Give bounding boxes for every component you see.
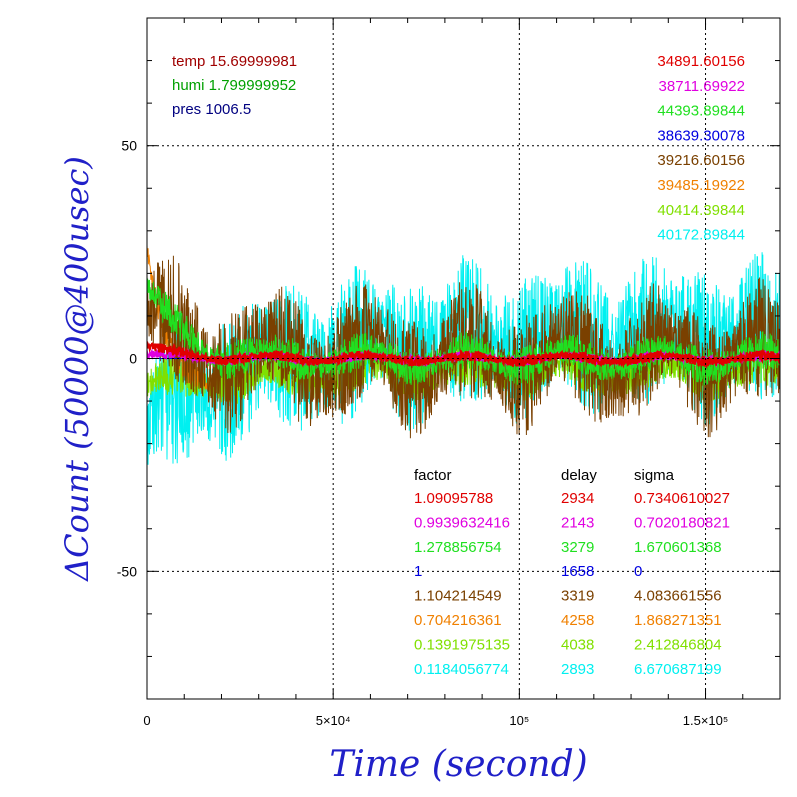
table-header-delay: delay — [561, 467, 597, 484]
series-count-label: 38639.30078 — [657, 127, 745, 144]
x-tick-label: 5×10⁴ — [316, 713, 351, 728]
series-sigma-label: 0 — [634, 563, 642, 580]
x-tick-label: 1.5×10⁵ — [683, 713, 729, 728]
series-count-label: 38711.69922 — [659, 78, 745, 95]
series-count-label: 40414.39844 — [657, 202, 745, 219]
x-tick-label: 10⁵ — [509, 713, 529, 728]
series-sigma-label: 1.868271351 — [634, 612, 722, 629]
series-sigma-label: 6.670687199 — [634, 661, 722, 678]
series-delay-label: 2143 — [561, 514, 594, 531]
x-tick-label: 0 — [143, 713, 150, 728]
series-delay-label: 1658 — [561, 563, 594, 580]
series-sigma-label: 1.670601368 — [634, 539, 722, 556]
series-factor-label: 0.1391975135 — [414, 636, 510, 653]
y-axis-title: ΔCount (50000@400usec) — [58, 156, 96, 583]
series-delay-label: 2893 — [561, 661, 594, 678]
plot-area — [147, 245, 780, 465]
series-sigma-label: 2.412846804 — [634, 636, 722, 653]
y-tick-label: 50 — [121, 138, 137, 154]
series-factor-label: 1.278856754 — [414, 539, 502, 556]
env-label: humi 1.799999952 — [172, 77, 296, 94]
series-delay-label: 4258 — [561, 612, 594, 629]
series-count-label: 34891.60156 — [657, 53, 745, 70]
series-count-label: 40172.89844 — [657, 227, 745, 244]
series-factor-label: 1.104214549 — [414, 588, 502, 605]
series-line — [147, 278, 780, 387]
series-factor-label: 0.9939632416 — [414, 514, 510, 531]
series-factor-label: 0.704216361 — [414, 612, 502, 629]
series-factor-label: 1.09095788 — [414, 490, 493, 507]
env-label: temp 15.69999981 — [172, 53, 297, 70]
y-tick-label: 0 — [129, 351, 137, 367]
y-tick-label: -50 — [117, 563, 137, 579]
series-sigma-label: 0.7340610027 — [634, 490, 730, 507]
series-sigma-label: 0.7020180821 — [634, 514, 730, 531]
series-sigma-label: 4.083661556 — [634, 588, 722, 605]
series-delay-label: 3319 — [561, 588, 594, 605]
series-count-label: 44393.89844 — [657, 103, 745, 120]
series-count-label: 39216.60156 — [657, 152, 745, 169]
series-factor-label: 1 — [414, 563, 422, 580]
series-line — [147, 255, 780, 439]
series-delay-label: 2934 — [561, 490, 594, 507]
env-label: pres 1006.5 — [172, 101, 251, 118]
series-delay-label: 4038 — [561, 636, 594, 653]
series-count-label: 39485.19922 — [657, 177, 745, 194]
table-header-sigma: sigma — [634, 467, 675, 484]
x-axis-title: Time (second) — [329, 744, 587, 785]
series-delay-label: 3279 — [561, 539, 594, 556]
series-factor-label: 0.1184056774 — [414, 661, 509, 678]
table-header-factor: factor — [414, 467, 452, 484]
